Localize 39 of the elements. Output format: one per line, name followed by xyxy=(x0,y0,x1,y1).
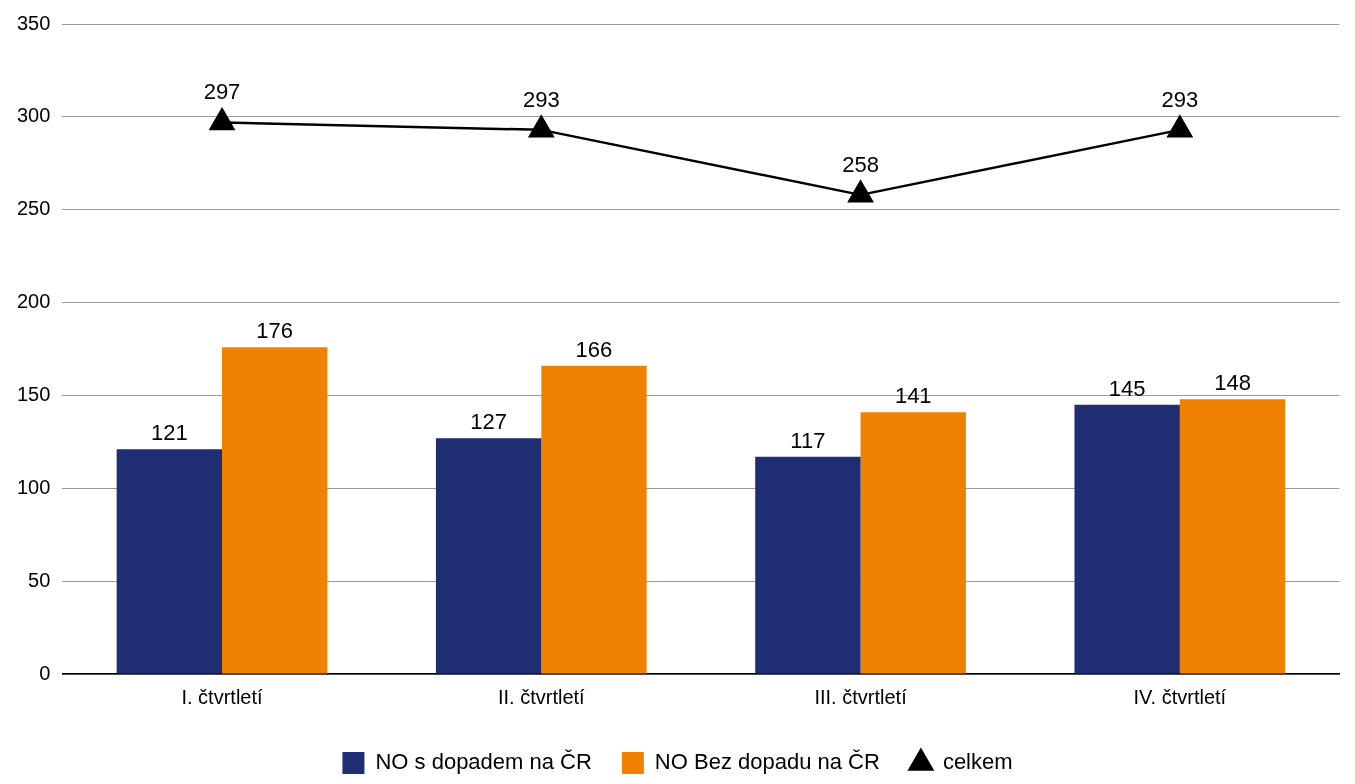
legend-label: NO s dopadem na ČR xyxy=(375,749,592,775)
data-label: 117 xyxy=(790,427,826,453)
point xyxy=(209,108,235,131)
bar xyxy=(860,412,966,674)
y-tick-label: 300 xyxy=(16,104,51,127)
legend-label: NO Bez dopadu na ČR xyxy=(654,749,880,775)
bar xyxy=(222,347,328,674)
y-tick-label: 0 xyxy=(39,661,51,684)
x-tick-label: III. čtvrtletí xyxy=(814,685,908,708)
data-label: 293 xyxy=(1161,86,1199,112)
point xyxy=(528,115,554,138)
x-tick-label: II. čtvrtletí xyxy=(497,685,586,708)
data-label: 293 xyxy=(522,86,560,112)
y-tick-label: 350 xyxy=(16,11,51,34)
bar xyxy=(1179,399,1286,674)
bar xyxy=(1074,404,1180,674)
data-label: 176 xyxy=(256,318,294,344)
data-label: 258 xyxy=(842,151,879,177)
bar xyxy=(541,365,647,674)
y-tick-label: 150 xyxy=(16,382,51,405)
point xyxy=(848,180,874,203)
data-label: 145 xyxy=(1108,375,1146,401)
legend-label: celkem xyxy=(942,749,1013,775)
y-tick-label: 50 xyxy=(28,568,51,591)
bar xyxy=(116,449,223,674)
data-label: 127 xyxy=(470,409,507,435)
data-label: 166 xyxy=(575,336,613,362)
data-label: 121 xyxy=(150,420,188,446)
data-label: 297 xyxy=(203,79,241,105)
data-label: 141 xyxy=(894,383,932,409)
y-tick-label: 250 xyxy=(16,197,51,220)
x-tick-label: IV. čtvrtletí xyxy=(1133,685,1227,708)
bar xyxy=(755,456,861,674)
point xyxy=(1167,115,1193,138)
x-tick-label: I. čtvrtletí xyxy=(181,685,264,708)
y-tick-label: 200 xyxy=(16,290,51,313)
y-tick-label: 100 xyxy=(16,475,51,498)
data-label: 148 xyxy=(1214,370,1251,396)
bar xyxy=(435,438,542,674)
